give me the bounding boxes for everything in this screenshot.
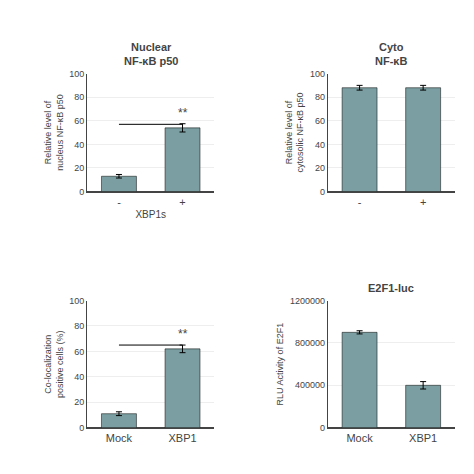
- svg-text:0: 0: [79, 187, 84, 197]
- svg-text:XBP1s: XBP1s: [135, 209, 166, 220]
- svg-text:0: 0: [320, 187, 325, 197]
- svg-text:20: 20: [74, 397, 84, 407]
- svg-text:60: 60: [315, 116, 325, 126]
- svg-text:Relative level ofnucleus NF-κB: Relative level ofnucleus NF-κB p50: [43, 94, 65, 171]
- svg-text:CytoNF-κB: CytoNF-κB: [375, 41, 407, 67]
- svg-text:E2F1-luc: E2F1-luc: [368, 282, 414, 294]
- svg-text:**: **: [178, 106, 188, 120]
- svg-text:0: 0: [79, 423, 84, 433]
- svg-text:Relative level ofcytosolic NF-: Relative level ofcytosolic NF-κB p50: [284, 93, 306, 173]
- svg-text:XBP1: XBP1: [168, 432, 196, 444]
- svg-text:80: 80: [74, 321, 84, 331]
- svg-text:60: 60: [74, 116, 84, 126]
- svg-text:1200000: 1200000: [290, 296, 325, 306]
- svg-text:100: 100: [69, 69, 84, 79]
- svg-text:40: 40: [74, 140, 84, 150]
- svg-text:Mock: Mock: [106, 432, 133, 444]
- svg-text:**: **: [178, 327, 188, 341]
- svg-text:100: 100: [69, 296, 84, 306]
- svg-text:60: 60: [74, 347, 84, 357]
- svg-text:80: 80: [74, 92, 84, 102]
- svg-text:20: 20: [315, 163, 325, 173]
- svg-text:40: 40: [315, 140, 325, 150]
- svg-text:80: 80: [315, 92, 325, 102]
- svg-text:Mock: Mock: [346, 432, 373, 444]
- svg-text:-: -: [117, 196, 121, 208]
- svg-text:0: 0: [320, 423, 325, 433]
- svg-text:Co-localizationpositive cells: Co-localizationpositive cells (%): [43, 330, 65, 398]
- svg-text:NuclearNF-κB p50: NuclearNF-κB p50: [124, 41, 178, 67]
- svg-text:800000: 800000: [295, 338, 325, 348]
- svg-text:+: +: [420, 196, 426, 208]
- svg-text:RLU Activity of E2F1: RLU Activity of E2F1: [275, 323, 285, 406]
- svg-text:100: 100: [310, 69, 325, 79]
- svg-text:400000: 400000: [295, 380, 325, 390]
- svg-text:40: 40: [74, 372, 84, 382]
- svg-text:XBP1: XBP1: [409, 432, 437, 444]
- svg-text:20: 20: [74, 163, 84, 173]
- svg-text:+: +: [179, 196, 185, 208]
- svg-text:-: -: [358, 196, 362, 208]
